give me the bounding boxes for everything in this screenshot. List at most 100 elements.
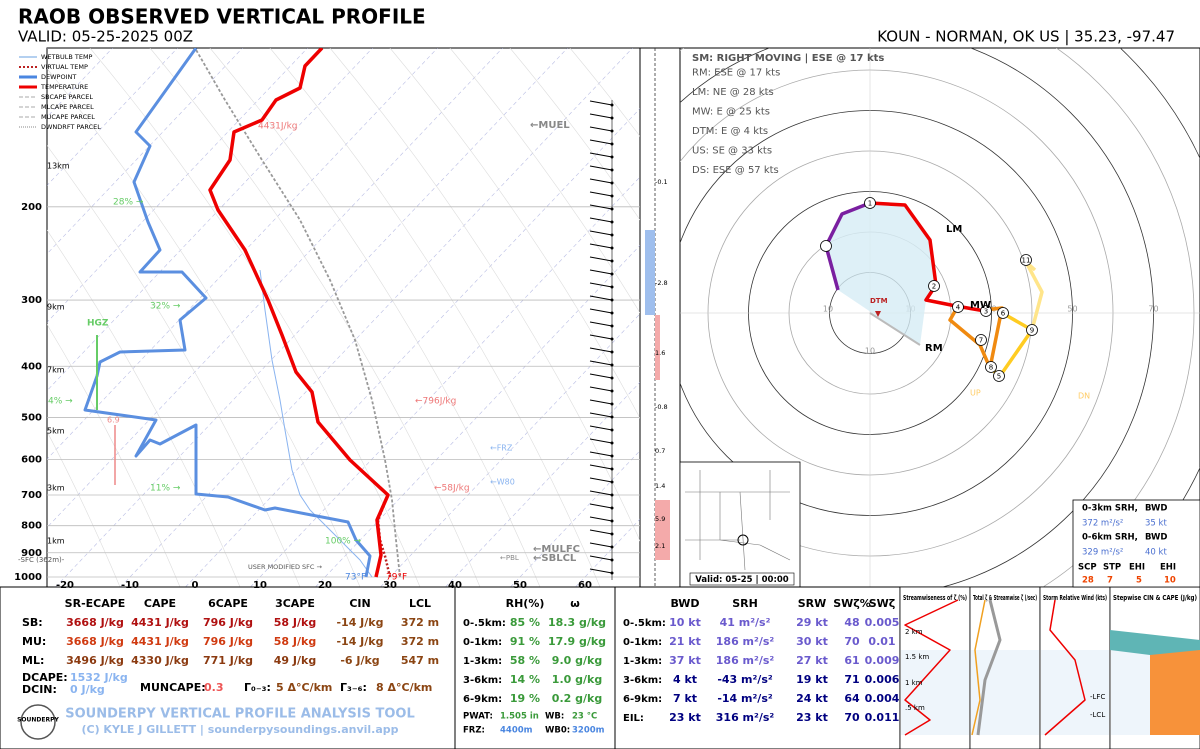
- srh-cell: SCP: [1078, 563, 1097, 573]
- hodo-trace: [948, 305, 1004, 370]
- barb-dot: [610, 311, 614, 315]
- wind-barb: [589, 555, 613, 561]
- hodo-marker: DTM: [870, 297, 888, 305]
- pressure-tick-label: 600: [21, 455, 42, 466]
- pressure-tick-label: 1000: [14, 572, 42, 583]
- isotherm: [47, 48, 243, 255]
- barb-dot: [610, 259, 614, 263]
- table-cell: 4330 J/kg: [131, 654, 189, 667]
- wind-barb: [589, 386, 613, 392]
- hodo-point-label: 3: [984, 308, 988, 316]
- barb-dot: [610, 454, 614, 458]
- barb-dot: [610, 415, 614, 419]
- table-cell: -14 J/kg: [336, 635, 383, 648]
- temp-tick-label: -20: [56, 580, 74, 591]
- table-header: CIN: [349, 597, 370, 610]
- extra-value: 8 Δ°C/km: [376, 681, 432, 694]
- table-header: SR-ECAPE: [65, 597, 126, 610]
- table-cell: 71: [844, 673, 859, 686]
- strip-bar: [645, 230, 655, 315]
- hodo-marker: DN: [1078, 392, 1090, 401]
- hodo-point-label: 2: [932, 283, 936, 291]
- extra-value: 1.505 in: [500, 712, 539, 722]
- isotherm: [47, 48, 503, 528]
- barb-dot: [610, 298, 614, 302]
- skewt-annotation: ←MULFC: [533, 544, 580, 555]
- wind-barb: [589, 516, 613, 522]
- map-borders: [685, 470, 791, 571]
- strip-label: 1.4: [655, 482, 665, 490]
- temp-tick-label: -10: [121, 580, 139, 591]
- parcel-line: [194, 48, 401, 578]
- table-header: LCL: [409, 597, 431, 610]
- table-cell: 3-6km:: [623, 675, 662, 686]
- extra-value: 4400m: [500, 726, 533, 736]
- strip-label: -0.8: [655, 403, 668, 411]
- barb-dot: [610, 272, 614, 276]
- barb-dot: [610, 493, 614, 497]
- mini-panel-title: Total ζ & Streamwise ζ (/sec): [973, 594, 1037, 602]
- table-cell: 4431 J/kg: [131, 635, 189, 648]
- footer-credit: (C) KYLE J GILLETT | sounderpysoundings.…: [81, 723, 398, 736]
- hodo-point-label: 6: [1001, 310, 1006, 318]
- table-cell: 0.009: [865, 654, 900, 667]
- table-cell: 58 J/kg: [274, 635, 316, 648]
- temp-tick-label: 40: [448, 580, 462, 591]
- table-cell: 0-1km:: [623, 637, 662, 648]
- barb-dot: [610, 103, 614, 107]
- dry-adiabat: [449, 48, 640, 314]
- srh-cell: BWD: [1145, 504, 1167, 514]
- isotherm: [47, 48, 308, 323]
- table-cell: -14 m²/s²: [717, 692, 773, 705]
- srh-cell: 35 kt: [1145, 519, 1167, 529]
- barb-dot: [610, 402, 614, 406]
- hodo-point: [864, 197, 876, 209]
- extra-value: 3200m: [572, 726, 605, 736]
- strip-label: -2.8: [655, 279, 668, 287]
- barb-dot: [610, 116, 614, 120]
- table-cell: 29 kt: [796, 616, 828, 629]
- table-cell: 1-3km:: [463, 656, 502, 667]
- table-cell: -6 J/kg: [340, 654, 379, 667]
- strip-label: 5.9: [655, 515, 665, 523]
- extra-label: FRZ:: [463, 726, 485, 736]
- skewt-annotation: 32% →: [150, 302, 181, 312]
- mini-label: 1 km: [905, 679, 923, 687]
- height-label: 13km: [47, 162, 70, 171]
- table-cell: 372 m: [401, 635, 439, 648]
- table-header: SWζ%: [833, 597, 871, 610]
- hodo-point: [820, 240, 832, 252]
- hodo-marker: LM: [946, 224, 962, 235]
- thermo-frame: [0, 586, 456, 749]
- mini-curve: [976, 599, 1002, 736]
- table-cell: 3668 J/kg: [66, 616, 124, 629]
- dtm-marker: [875, 311, 881, 317]
- skewt-annotation: ←W80: [490, 478, 515, 487]
- wind-barb: [589, 542, 613, 548]
- hodo-point: [952, 301, 964, 313]
- skewt-frame: [46, 47, 641, 588]
- dry-adiabat: [269, 48, 601, 587]
- table-cell: 1-3km:: [623, 656, 662, 667]
- extra-value: 5 Δ°C/km: [276, 681, 332, 694]
- mini-curve: [1044, 599, 1086, 736]
- temp-tick-label: 60: [578, 580, 592, 591]
- wind-barb: [589, 568, 613, 574]
- hodo-trace: [1024, 260, 1044, 331]
- strip-bar: [655, 315, 660, 380]
- wind-barb: [589, 425, 613, 431]
- table-cell: 30 kt: [796, 635, 828, 648]
- temp-tick-label: 50: [513, 580, 527, 591]
- extra-value: 0.3: [204, 681, 224, 694]
- wind-barb: [589, 360, 613, 366]
- table-cell: 58 J/kg: [274, 616, 316, 629]
- hodo-marker: UP: [970, 389, 981, 398]
- isotherm: [380, 313, 640, 587]
- table-cell: EIL:: [623, 713, 644, 724]
- table-cell: 0-1km:: [463, 637, 502, 648]
- wind-barb: [589, 152, 613, 158]
- pressure-tick-label: 900: [21, 548, 42, 559]
- table-cell: 372 m: [401, 616, 439, 629]
- extra-label: DCAPE:: [22, 671, 68, 684]
